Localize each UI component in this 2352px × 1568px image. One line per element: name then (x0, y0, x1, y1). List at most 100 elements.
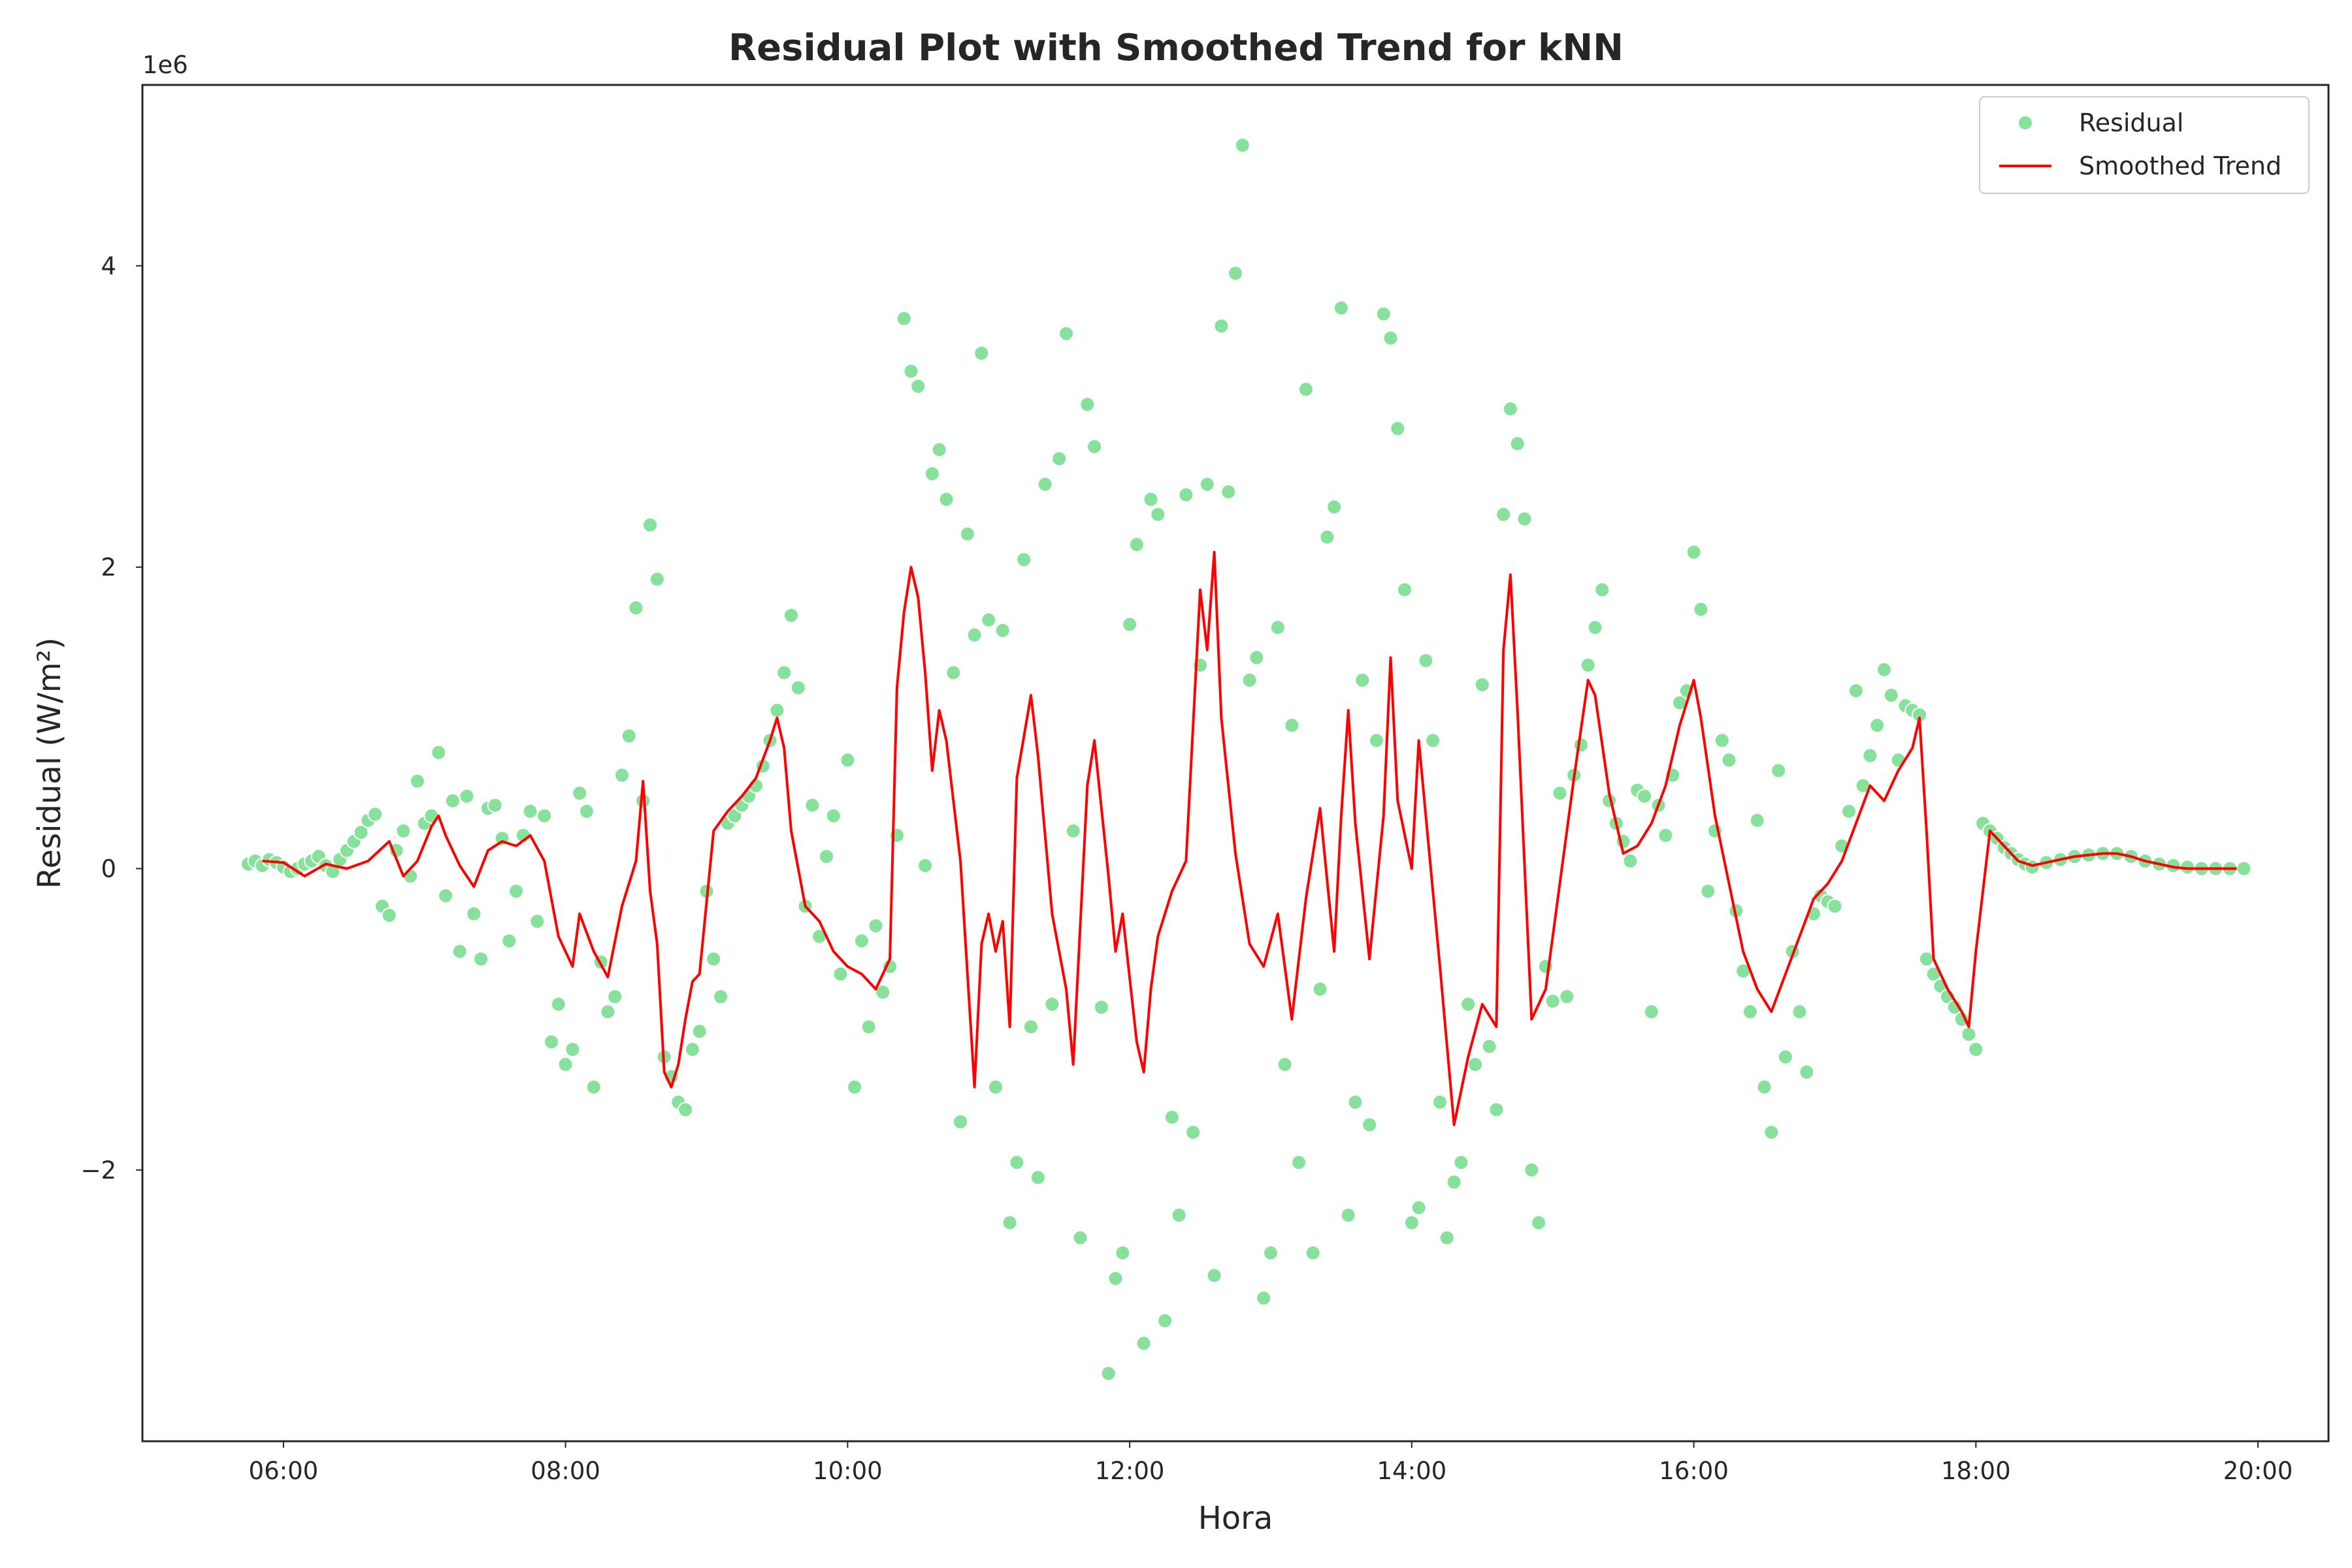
residual-point (847, 1079, 863, 1095)
residual-point (1763, 1124, 1780, 1141)
residual-point (1333, 300, 1349, 316)
residual-point (973, 345, 990, 361)
residual-point (1495, 506, 1512, 523)
residual-point (1326, 498, 1343, 515)
residual-point (550, 996, 566, 1013)
residual-point (1573, 737, 1589, 753)
residual-point (1411, 1200, 1427, 1216)
residual-point (1693, 601, 1709, 617)
residual-point (451, 943, 468, 960)
residual-point (924, 466, 940, 482)
residual-point (790, 679, 806, 696)
residual-point (1771, 762, 1787, 779)
residual-point (1171, 1207, 1187, 1223)
residual-point (1686, 544, 1702, 561)
residual-point (1100, 1365, 1117, 1382)
legend-label-trend: Smoothed Trend (2079, 152, 2281, 180)
residual-point (395, 823, 412, 839)
residual-point (910, 378, 926, 395)
residual-point (564, 1041, 581, 1058)
residual-point (353, 825, 369, 841)
residual-point (981, 612, 997, 628)
residual-point (1425, 732, 1441, 749)
y-tick-label: 4 (101, 252, 116, 280)
residual-point (1199, 476, 1215, 493)
residual-point (1524, 1162, 1540, 1178)
residual-point (1502, 400, 1518, 417)
residual-point (1637, 788, 1652, 804)
residual-point (459, 788, 475, 804)
residual-point (1531, 1215, 1547, 1231)
legend-marker-residual (2017, 115, 2033, 131)
residual-point (1594, 581, 1610, 598)
residual-point (2024, 859, 2040, 875)
residual-point (1213, 318, 1230, 335)
residual-point (1220, 483, 1237, 500)
residual-point (572, 785, 588, 802)
residual-point (1347, 1094, 1364, 1110)
residual-point (1876, 662, 1892, 678)
residual-point (1185, 1124, 1201, 1141)
residual-point (557, 1056, 574, 1073)
residual-point (1453, 1154, 1469, 1171)
residual-point (1178, 487, 1194, 503)
residual-point (1030, 1169, 1046, 1186)
residual-point (1157, 1313, 1173, 1329)
residual-point (1016, 551, 1032, 568)
residual-point (875, 984, 891, 1000)
residual-point (769, 702, 785, 719)
residual-point (1742, 1004, 1758, 1020)
residual-point (853, 933, 870, 949)
residual-point (1799, 1064, 1815, 1080)
residual-point (840, 752, 856, 768)
residual-point (1128, 536, 1145, 553)
residual-point (1228, 265, 1243, 282)
y-tick-label: 0 (101, 855, 116, 883)
residual-point (473, 951, 489, 967)
residual-point (444, 792, 461, 809)
residual-point (1368, 732, 1384, 749)
residual-point (1249, 649, 1265, 666)
residual-point (776, 664, 792, 681)
residual-point (1072, 1230, 1088, 1246)
residual-point (988, 1079, 1004, 1095)
residual-point (522, 803, 538, 819)
residual-point (1587, 619, 1603, 636)
residual-point (1700, 883, 1716, 900)
residual-point (1883, 687, 1899, 704)
residual-point (959, 526, 975, 542)
residual-point (706, 951, 722, 967)
residual-point (1467, 1056, 1483, 1073)
residual-point (1544, 993, 1561, 1009)
residual-point (614, 767, 630, 783)
residual-point (1340, 1207, 1356, 1223)
residual-point (917, 857, 934, 874)
residual-point (1023, 1019, 1039, 1035)
residual-point (2236, 860, 2252, 877)
residual-point (678, 1102, 694, 1118)
residual-point (1848, 683, 1864, 699)
residual-point (868, 918, 884, 934)
residual-point (825, 808, 841, 824)
residual-point (1446, 1174, 1462, 1190)
residual-point (1777, 1049, 1793, 1065)
residual-point (938, 491, 955, 508)
residual-point (1093, 999, 1109, 1015)
residual-point (1474, 677, 1490, 693)
residual-point (804, 797, 821, 813)
residual-point (1827, 898, 1843, 915)
residual-point (1622, 853, 1639, 869)
residual-point (1037, 476, 1053, 493)
residual-point (1164, 1109, 1180, 1126)
residual-point (409, 773, 425, 789)
residual-point (1298, 381, 1314, 397)
x-tick-label: 10:00 (813, 1457, 883, 1485)
residual-point (508, 883, 525, 900)
residual-point (381, 907, 397, 923)
residual-point (691, 1023, 708, 1039)
residual-point (945, 664, 962, 681)
residual-point (1291, 1154, 1307, 1171)
residual-point (1263, 1245, 1279, 1261)
residual-point (367, 806, 384, 823)
